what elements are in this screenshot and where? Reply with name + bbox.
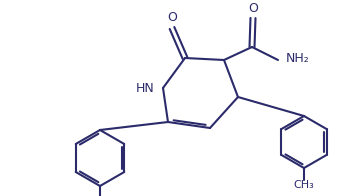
Text: O: O (167, 11, 177, 24)
Text: O: O (248, 2, 258, 15)
Text: CH₃: CH₃ (294, 180, 314, 190)
Text: HN: HN (136, 82, 154, 94)
Text: NH₂: NH₂ (286, 52, 310, 64)
